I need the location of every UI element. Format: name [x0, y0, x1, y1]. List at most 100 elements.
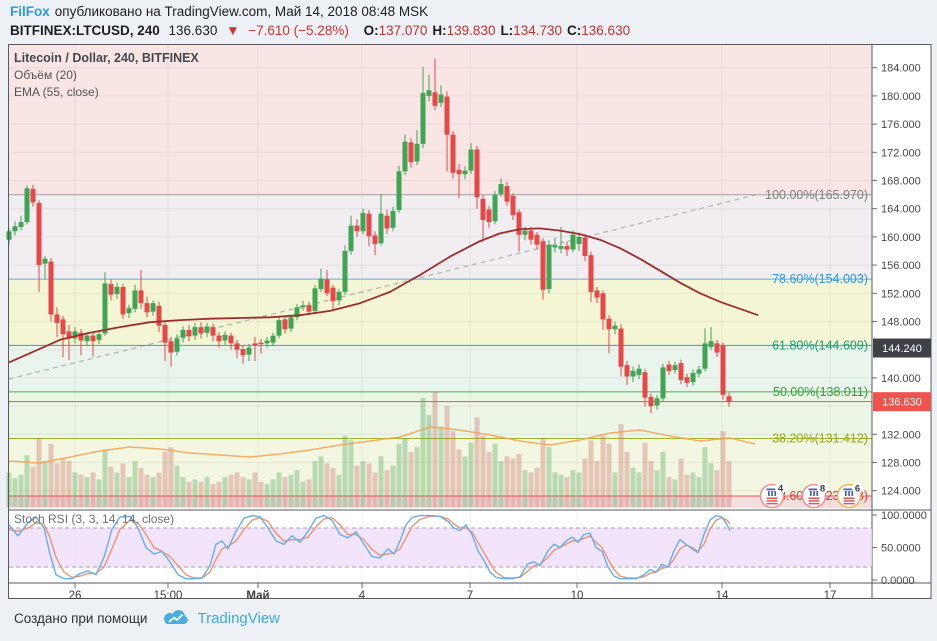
- time-axis-scale[interactable]: [8, 583, 931, 598]
- candle-body: [258, 342, 264, 345]
- volume-bar: [216, 481, 222, 507]
- volume-bar: [228, 474, 234, 507]
- volume-bar: [684, 474, 690, 507]
- candle-body: [450, 134, 456, 173]
- volume-bar: [54, 463, 60, 507]
- volume-bar: [396, 443, 402, 507]
- volume-bar: [438, 426, 444, 507]
- candle-body: [360, 212, 366, 232]
- event-count: 6: [855, 483, 860, 494]
- volume-bar: [282, 477, 288, 507]
- volume-bar: [30, 466, 36, 507]
- volume-bar: [498, 461, 504, 507]
- volume-bar: [666, 477, 672, 507]
- volume-bar: [294, 470, 300, 507]
- price-axis-scale[interactable]: [872, 44, 931, 598]
- bank-glyph: [851, 491, 854, 496]
- bank-glyph: [766, 488, 778, 491]
- candle-body: [624, 365, 630, 377]
- bank-glyph: [768, 491, 770, 496]
- flag-stripe: [766, 502, 778, 505]
- volume-bar: [696, 477, 702, 507]
- candle-body: [372, 235, 378, 244]
- price-pane[interactable]: [9, 44, 872, 508]
- candle-body: [474, 149, 480, 198]
- tradingview-link[interactable]: TradingView: [197, 609, 281, 627]
- candle-body: [354, 225, 360, 232]
- candle-body: [600, 293, 606, 320]
- volume-bar: [42, 461, 48, 507]
- bank-glyph: [771, 491, 773, 496]
- volume-bar: [336, 474, 342, 507]
- stoch-rsi-legend[interactable]: Stoch RSI (3, 3, 14, 14, close): [14, 512, 175, 526]
- flag-stripe: [766, 500, 778, 502]
- candle-body: [426, 90, 432, 96]
- time-axis: 26 15:00 Май 4 7 10 14 17: [69, 583, 836, 602]
- volume-bar: [360, 461, 366, 507]
- volume-bar: [588, 440, 594, 507]
- volume-bar: [174, 465, 180, 507]
- volume-bar: [66, 461, 72, 507]
- candle-body: [234, 343, 240, 350]
- candle-body: [42, 258, 48, 264]
- volume-bar: [720, 431, 726, 507]
- dark-price-tag: [873, 338, 931, 358]
- candle-body: [684, 377, 690, 383]
- candle-body: [702, 343, 708, 369]
- candle-body: [318, 278, 324, 290]
- legend-ema-indicator[interactable]: EMA (55, close): [14, 85, 99, 99]
- volume-bar: [618, 424, 624, 507]
- volume-bar: [474, 417, 480, 507]
- author-link[interactable]: FilFox: [10, 4, 50, 19]
- price-tick-label: 172.000: [881, 147, 921, 159]
- bank-glyph: [848, 491, 850, 496]
- candle-body: [306, 305, 312, 312]
- candle-body: [144, 303, 150, 313]
- candle-body: [714, 343, 720, 353]
- volume-ma-line: [8, 426, 756, 464]
- last-price-value: 136.630: [168, 23, 218, 38]
- flag-stripe: [843, 497, 855, 499]
- candle-body: [540, 241, 546, 290]
- time-tick-label: 15:00: [154, 590, 183, 602]
- legend-title[interactable]: Litecoin / Dollar, 240, BITFINEX: [14, 51, 199, 65]
- chart-outer-border: [8, 44, 932, 599]
- candle-body: [66, 331, 72, 339]
- time-tick-label: 26: [69, 590, 82, 602]
- candle-body: [48, 261, 54, 315]
- candle-body: [102, 283, 108, 334]
- price-tick-label: 164.000: [881, 204, 921, 216]
- candle-body: [246, 347, 252, 355]
- candle-body: [414, 143, 420, 162]
- volume-bar: [504, 456, 510, 507]
- volume-bar: [138, 467, 144, 507]
- candle-body: [606, 318, 612, 330]
- volume-bar: [330, 467, 336, 507]
- volume-bar: [204, 477, 210, 507]
- stoch-tick-label: 50.0000: [881, 543, 921, 555]
- legend-volume-indicator[interactable]: Объём (20): [14, 68, 77, 82]
- candle-body: [612, 325, 618, 330]
- fib-zone: [9, 44, 872, 195]
- volume-bar: [24, 455, 30, 507]
- volume-bar: [108, 466, 114, 507]
- volume-bar: [252, 472, 258, 507]
- ohlc-label: C:: [567, 23, 582, 38]
- volume-bar: [414, 447, 420, 507]
- ohlc-value: 137.070: [378, 23, 428, 38]
- candle-body: [30, 188, 36, 203]
- candle-body: [198, 327, 204, 334]
- candle-body: [216, 335, 222, 342]
- volume-bar: [348, 440, 354, 507]
- volume-bar: [198, 481, 204, 507]
- volume-bar: [480, 435, 486, 507]
- price-tick-label: 156.000: [881, 260, 921, 272]
- candle-body: [312, 288, 318, 311]
- time-tick-label: 7: [467, 590, 473, 602]
- volume-bar: [408, 451, 414, 507]
- volume-bar: [96, 479, 102, 507]
- tradingview-logo-icon[interactable]: [161, 608, 191, 628]
- candle-body: [336, 291, 342, 301]
- bank-glyph: [843, 488, 855, 491]
